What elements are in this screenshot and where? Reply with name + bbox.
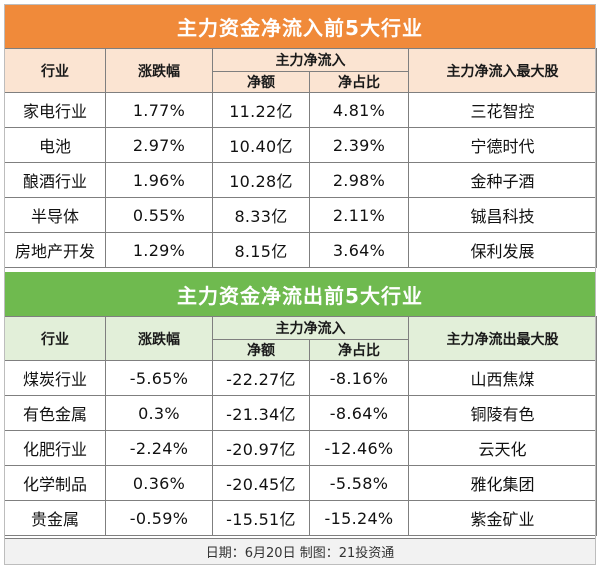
cell-industry: 房地产开发: [4, 232, 106, 268]
cell-net-amount: 10.28亿: [212, 162, 310, 198]
header-net-amount: 净额: [212, 71, 310, 93]
cell-change: 1.77%: [105, 92, 213, 128]
table-row: 电池 2.97% 10.40亿 2.39% 宁德时代: [4, 127, 597, 163]
table-row: 贵金属 -0.59% -15.51亿 -15.24% 紫金矿业: [4, 500, 597, 536]
header-industry: 行业: [4, 316, 106, 361]
cell-net-amount: -20.97亿: [212, 430, 310, 466]
cell-net-ratio: -8.64%: [309, 395, 409, 431]
cell-net-amount: -20.45亿: [212, 465, 310, 501]
cell-industry: 家电行业: [4, 92, 106, 128]
table-row: 有色金属 0.3% -21.34亿 -8.64% 铜陵有色: [4, 395, 597, 431]
header-top-stock: 主力净流出最大股: [408, 316, 597, 361]
cell-change: 1.29%: [105, 232, 213, 268]
header-net-ratio: 净占比: [309, 339, 409, 361]
cell-net-amount: 8.33亿: [212, 197, 310, 233]
cell-top-stock: 云天化: [408, 430, 597, 466]
table-row: 半导体 0.55% 8.33亿 2.11% 铖昌科技: [4, 197, 597, 233]
cell-net-ratio: 2.11%: [309, 197, 409, 233]
cell-top-stock: 铜陵有色: [408, 395, 597, 431]
cell-change: -0.59%: [105, 500, 213, 536]
inflow-table: 行业 涨跌幅 主力净流入 主力净流入最大股 净额 净占比 家电行业 1.77% …: [4, 48, 597, 268]
cell-top-stock: 保利发展: [408, 232, 597, 268]
table-row: 家电行业 1.77% 11.22亿 4.81% 三花智控: [4, 92, 597, 128]
cell-net-ratio: -12.46%: [309, 430, 409, 466]
table-row: 煤炭行业 -5.65% -22.27亿 -8.16% 山西焦煤: [4, 360, 597, 396]
cell-net-amount: -21.34亿: [212, 395, 310, 431]
cell-top-stock: 雅化集团: [408, 465, 597, 501]
cell-net-amount: 8.15亿: [212, 232, 310, 268]
header-net-amount: 净额: [212, 339, 310, 361]
table-row: 化肥行业 -2.24% -20.97亿 -12.46% 云天化: [4, 430, 597, 466]
cell-net-amount: -22.27亿: [212, 360, 310, 396]
cell-net-amount: 10.40亿: [212, 127, 310, 163]
cell-net-ratio: -8.16%: [309, 360, 409, 396]
cell-net-amount: 11.22亿: [212, 92, 310, 128]
cell-industry: 酿酒行业: [4, 162, 106, 198]
cell-industry: 贵金属: [4, 500, 106, 536]
infographic: 主力资金净流入前5大行业 行业 涨跌幅 主力净流入 主力净流入最大股 净额 净占…: [4, 4, 597, 565]
cell-change: 0.36%: [105, 465, 213, 501]
cell-change: 0.55%: [105, 197, 213, 233]
cell-change: 0.3%: [105, 395, 213, 431]
cell-change: 2.97%: [105, 127, 213, 163]
cell-net-amount: -15.51亿: [212, 500, 310, 536]
cell-net-ratio: 2.39%: [309, 127, 409, 163]
cell-industry: 有色金属: [4, 395, 106, 431]
cell-change: -2.24%: [105, 430, 213, 466]
outflow-title: 主力资金净流出前5大行业: [4, 272, 596, 316]
cell-industry: 半导体: [4, 197, 106, 233]
cell-industry: 煤炭行业: [4, 360, 106, 396]
header-main-flow: 主力净流入: [212, 48, 409, 72]
cell-net-ratio: 4.81%: [309, 92, 409, 128]
header-main-flow: 主力净流入: [212, 316, 409, 340]
table-row: 房地产开发 1.29% 8.15亿 3.64% 保利发展: [4, 232, 597, 268]
cell-top-stock: 山西焦煤: [408, 360, 597, 396]
inflow-title: 主力资金净流入前5大行业: [4, 4, 596, 48]
table-row: 酿酒行业 1.96% 10.28亿 2.98% 金种子酒: [4, 162, 597, 198]
footer-credit: 日期：6月20日 制图：21投资通: [4, 538, 596, 565]
header-change: 涨跌幅: [105, 48, 213, 93]
cell-industry: 化学制品: [4, 465, 106, 501]
header-net-ratio: 净占比: [309, 71, 409, 93]
cell-change: 1.96%: [105, 162, 213, 198]
cell-net-ratio: -5.58%: [309, 465, 409, 501]
cell-net-ratio: 3.64%: [309, 232, 409, 268]
cell-industry: 电池: [4, 127, 106, 163]
cell-net-ratio: -15.24%: [309, 500, 409, 536]
cell-top-stock: 三花智控: [408, 92, 597, 128]
cell-top-stock: 金种子酒: [408, 162, 597, 198]
cell-change: -5.65%: [105, 360, 213, 396]
cell-top-stock: 宁德时代: [408, 127, 597, 163]
cell-top-stock: 铖昌科技: [408, 197, 597, 233]
cell-industry: 化肥行业: [4, 430, 106, 466]
cell-net-ratio: 2.98%: [309, 162, 409, 198]
table-row: 化学制品 0.36% -20.45亿 -5.58% 雅化集团: [4, 465, 597, 501]
cell-top-stock: 紫金矿业: [408, 500, 597, 536]
header-change: 涨跌幅: [105, 316, 213, 361]
header-top-stock: 主力净流入最大股: [408, 48, 597, 93]
header-industry: 行业: [4, 48, 106, 93]
outflow-table: 行业 涨跌幅 主力净流入 主力净流出最大股 净额 净占比 煤炭行业 -5.65%…: [4, 316, 597, 536]
